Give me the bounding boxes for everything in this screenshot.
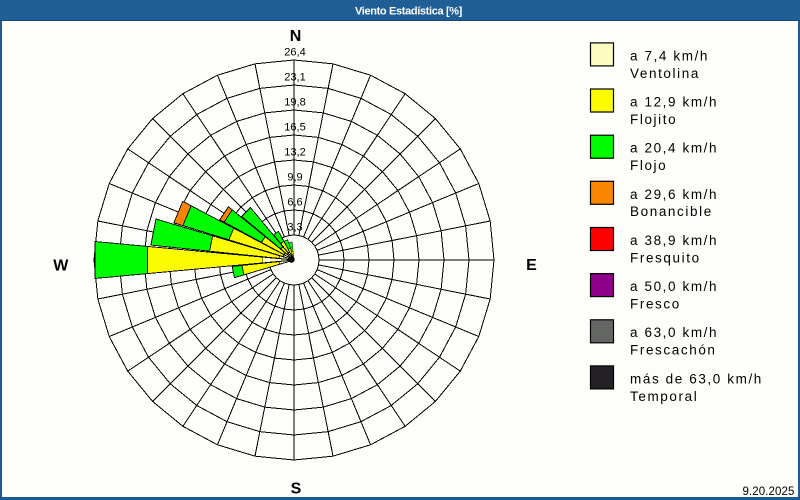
- svg-text:Frescachón: Frescachón: [630, 343, 717, 358]
- svg-text:W: W: [53, 257, 69, 274]
- svg-text:a 20,4 km/h: a 20,4 km/h: [630, 141, 718, 156]
- svg-text:S: S: [291, 481, 302, 498]
- svg-text:16,5: 16,5: [284, 122, 305, 134]
- svg-text:E: E: [526, 257, 537, 274]
- svg-text:a 12,9 km/h: a 12,9 km/h: [630, 94, 718, 109]
- svg-text:a 50,0 km/h: a 50,0 km/h: [630, 279, 718, 294]
- svg-text:Fresquito: Fresquito: [630, 250, 701, 265]
- svg-text:Flojito: Flojito: [630, 112, 677, 127]
- svg-text:más de 63,0 km/h: más de 63,0 km/h: [630, 371, 763, 386]
- svg-text:Bonancible: Bonancible: [630, 204, 713, 219]
- svg-text:a 63,0 km/h: a 63,0 km/h: [630, 325, 718, 340]
- svg-text:Flojo: Flojo: [630, 158, 667, 173]
- svg-text:9,9: 9,9: [287, 172, 302, 184]
- svg-text:13,2: 13,2: [284, 147, 305, 159]
- svg-text:Viento Estadística [%]: Viento Estadística [%]: [355, 6, 463, 18]
- svg-text:9.20.2025: 9.20.2025: [742, 486, 794, 498]
- svg-text:6,6: 6,6: [287, 197, 302, 209]
- svg-text:a 29,6 km/h: a 29,6 km/h: [630, 187, 718, 202]
- svg-text:Fresco: Fresco: [630, 297, 681, 312]
- svg-text:Ventolina: Ventolina: [630, 66, 700, 81]
- svg-text:3,3: 3,3: [287, 222, 302, 234]
- svg-text:a 38,9 km/h: a 38,9 km/h: [630, 233, 718, 248]
- svg-text:19,8: 19,8: [284, 97, 305, 109]
- svg-text:26,4: 26,4: [284, 47, 305, 59]
- svg-text:Temporal: Temporal: [630, 389, 698, 404]
- svg-text:23,1: 23,1: [284, 72, 305, 84]
- svg-text:N: N: [290, 28, 302, 45]
- svg-text:a 7,4 km/h: a 7,4 km/h: [630, 48, 709, 63]
